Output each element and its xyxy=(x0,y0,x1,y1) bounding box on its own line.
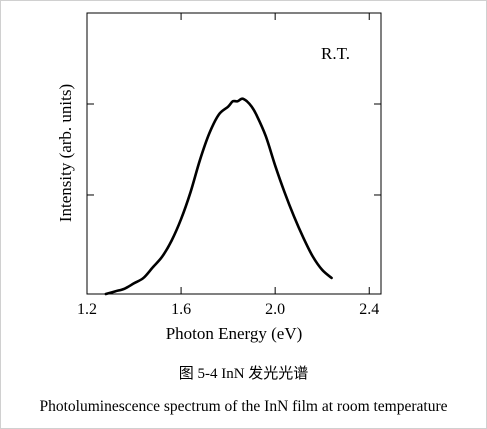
series-layer xyxy=(104,97,333,296)
annotation-room-temperature: R.T. xyxy=(321,44,350,63)
figure-caption-english: Photoluminescence spectrum of the InN fi… xyxy=(39,398,448,415)
x-tick-label: 2.4 xyxy=(359,301,379,318)
x-tick-label: 1.2 xyxy=(77,301,97,318)
y-axis-label: Intensity (arb. units) xyxy=(56,84,75,222)
x-tick-label: 2.0 xyxy=(265,301,285,318)
x-tick-label: 1.6 xyxy=(171,301,191,318)
ticks-layer xyxy=(86,13,381,294)
pl-spectrum-chart: 1.2 1.6 2.0 2.4 R.T. Photon Energy (eV) Int… xyxy=(56,12,382,343)
tick-labels-layer: 1.2 1.6 2.0 2.4 xyxy=(77,301,379,318)
pl-spectrum-line xyxy=(104,97,333,296)
x-axis-label: Photon Energy (eV) xyxy=(166,324,303,343)
figure-caption-chinese: 图 5-4 InN 发光光谱 xyxy=(178,366,309,382)
plot-area-frame xyxy=(86,12,382,295)
